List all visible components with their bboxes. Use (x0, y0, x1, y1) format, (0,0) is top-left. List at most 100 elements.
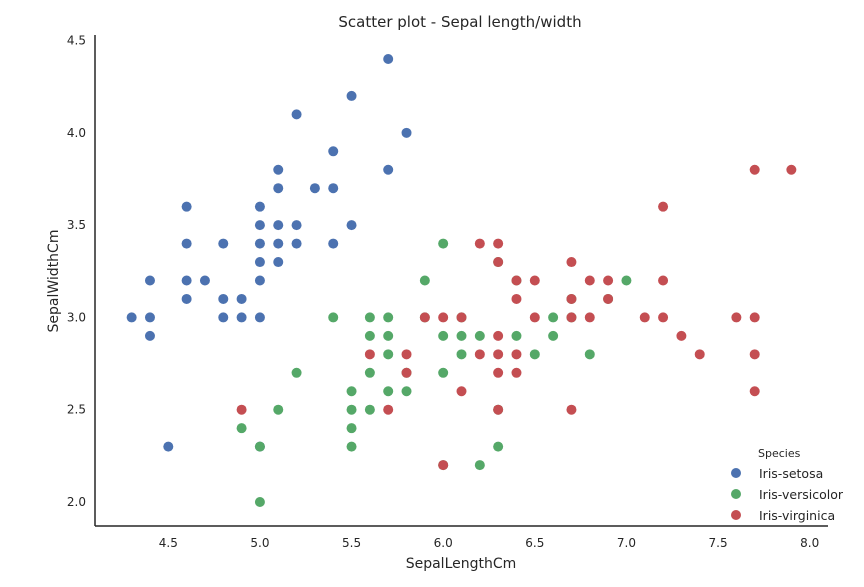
data-point (364, 349, 375, 360)
data-point (456, 349, 467, 360)
data-point (364, 367, 375, 378)
data-point (254, 220, 265, 231)
data-point (511, 275, 522, 286)
x-tick-label: 5.5 (342, 536, 361, 550)
data-point (144, 330, 155, 341)
data-point (291, 238, 302, 249)
data-point (126, 312, 137, 323)
data-point (493, 404, 504, 415)
x-tick-label: 7.0 (617, 536, 636, 550)
data-point (493, 330, 504, 341)
data-point (181, 238, 192, 249)
y-tick-label: 4.0 (67, 126, 86, 140)
data-point (401, 386, 412, 397)
data-point (786, 164, 797, 175)
legend-item: Iris-setosa (731, 466, 823, 481)
series-iris-virginica (236, 164, 797, 471)
data-point (419, 275, 430, 286)
data-point (401, 349, 412, 360)
data-point (584, 275, 595, 286)
data-point (493, 238, 504, 249)
data-point (254, 238, 265, 249)
data-point (529, 312, 540, 323)
data-point (474, 330, 485, 341)
data-point (603, 275, 614, 286)
data-point (493, 257, 504, 268)
data-point (621, 275, 632, 286)
data-point (456, 330, 467, 341)
series-iris-versicolor (236, 238, 632, 508)
data-point (474, 460, 485, 471)
data-point (383, 164, 394, 175)
x-tick-label: 5.0 (250, 536, 269, 550)
data-point (438, 460, 449, 471)
data-point (566, 312, 577, 323)
data-point (364, 312, 375, 323)
data-point (364, 404, 375, 415)
data-point (346, 423, 357, 434)
data-point (346, 90, 357, 101)
data-point (676, 330, 687, 341)
data-point (181, 201, 192, 212)
x-axis-label: SepalLengthCm (406, 556, 517, 572)
data-point (511, 349, 522, 360)
data-point (236, 423, 247, 434)
data-point (401, 367, 412, 378)
data-point (254, 441, 265, 452)
data-point (328, 238, 339, 249)
x-tick-label: 8.0 (800, 536, 819, 550)
y-tick-label: 3.5 (67, 218, 86, 232)
data-point (566, 293, 577, 304)
y-tick-label: 2.5 (67, 403, 86, 417)
data-point (364, 330, 375, 341)
x-tick-label: 7.5 (709, 536, 728, 550)
points-layer (126, 53, 797, 508)
data-point (144, 312, 155, 323)
data-point (383, 330, 394, 341)
x-tick-label: 6.5 (525, 536, 544, 550)
data-point (144, 275, 155, 286)
legend-item: Iris-versicolor (731, 487, 844, 502)
data-point (291, 109, 302, 120)
y-tick-label: 2.0 (67, 495, 86, 509)
data-point (236, 404, 247, 415)
data-point (163, 441, 174, 452)
data-point (438, 312, 449, 323)
data-point (254, 275, 265, 286)
x-tick-label: 4.5 (159, 536, 178, 550)
ticks-layer: 4.5 5.0 5.5 6.0 6.5 7.0 7.5 8.0 2.0 2.5 3.0 3.5 4.0 4… (67, 34, 819, 550)
data-point (584, 349, 595, 360)
data-point (548, 330, 559, 341)
data-point (273, 404, 284, 415)
data-point (218, 312, 229, 323)
data-point (254, 497, 265, 508)
data-point (328, 146, 339, 157)
data-point (694, 349, 705, 360)
data-point (749, 386, 760, 397)
data-point (493, 367, 504, 378)
data-point (291, 367, 302, 378)
data-point (529, 275, 540, 286)
legend-label: Iris-versicolor (759, 487, 844, 502)
data-point (346, 441, 357, 452)
data-point (658, 275, 669, 286)
legend-marker (731, 468, 741, 478)
data-point (493, 441, 504, 452)
data-point (566, 257, 577, 268)
data-point (548, 312, 559, 323)
legend: Species Iris-setosa Iris-versicolor Iris-v… (731, 447, 844, 523)
legend-label: Iris-virginica (759, 508, 835, 523)
data-point (273, 164, 284, 175)
data-point (218, 293, 229, 304)
data-point (438, 367, 449, 378)
data-point (658, 312, 669, 323)
y-axis-label: SepalWidthCm (46, 230, 62, 333)
data-point (566, 404, 577, 415)
data-point (749, 164, 760, 175)
data-point (328, 183, 339, 194)
data-point (438, 238, 449, 249)
legend-marker (731, 510, 741, 520)
data-point (346, 404, 357, 415)
data-point (383, 404, 394, 415)
data-point (181, 293, 192, 304)
